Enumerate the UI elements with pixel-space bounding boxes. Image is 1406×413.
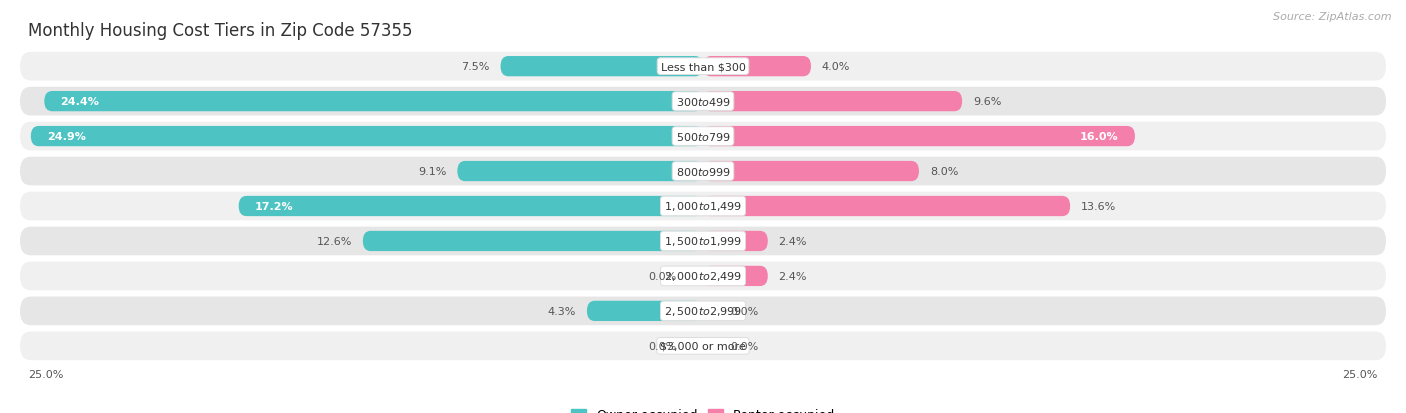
Text: 25.0%: 25.0%: [28, 369, 63, 379]
Text: 16.0%: 16.0%: [1080, 132, 1119, 142]
Text: $2,000 to $2,499: $2,000 to $2,499: [664, 270, 742, 283]
FancyBboxPatch shape: [20, 227, 1386, 256]
Text: $1,000 to $1,499: $1,000 to $1,499: [664, 200, 742, 213]
Text: 0.0%: 0.0%: [648, 271, 676, 281]
Legend: Owner-occupied, Renter-occupied: Owner-occupied, Renter-occupied: [567, 404, 839, 413]
FancyBboxPatch shape: [20, 262, 1386, 291]
Text: 4.3%: 4.3%: [548, 306, 576, 316]
FancyBboxPatch shape: [703, 231, 768, 252]
FancyBboxPatch shape: [363, 231, 703, 252]
FancyBboxPatch shape: [20, 122, 1386, 151]
Text: $500 to $799: $500 to $799: [675, 131, 731, 143]
Text: 25.0%: 25.0%: [1343, 369, 1378, 379]
Text: 13.6%: 13.6%: [1081, 202, 1116, 211]
FancyBboxPatch shape: [45, 92, 703, 112]
FancyBboxPatch shape: [703, 305, 717, 317]
Text: $2,500 to $2,999: $2,500 to $2,999: [664, 305, 742, 318]
FancyBboxPatch shape: [239, 197, 703, 216]
FancyBboxPatch shape: [703, 266, 768, 286]
FancyBboxPatch shape: [457, 161, 703, 182]
Text: 9.6%: 9.6%: [973, 97, 1001, 107]
FancyBboxPatch shape: [703, 92, 962, 112]
Text: Less than $300: Less than $300: [661, 62, 745, 72]
FancyBboxPatch shape: [31, 127, 703, 147]
FancyBboxPatch shape: [20, 157, 1386, 186]
Text: 24.4%: 24.4%: [60, 97, 100, 107]
FancyBboxPatch shape: [703, 340, 717, 352]
Text: 8.0%: 8.0%: [929, 166, 957, 177]
FancyBboxPatch shape: [703, 57, 811, 77]
FancyBboxPatch shape: [703, 161, 920, 182]
FancyBboxPatch shape: [703, 127, 1135, 147]
FancyBboxPatch shape: [586, 301, 703, 321]
Text: 0.0%: 0.0%: [648, 341, 676, 351]
Text: 4.0%: 4.0%: [821, 62, 851, 72]
Text: 9.1%: 9.1%: [418, 166, 447, 177]
Text: $3,000 or more: $3,000 or more: [661, 341, 745, 351]
FancyBboxPatch shape: [20, 332, 1386, 360]
Text: 12.6%: 12.6%: [316, 236, 352, 247]
Text: 2.4%: 2.4%: [779, 271, 807, 281]
Text: $1,500 to $1,999: $1,500 to $1,999: [664, 235, 742, 248]
Text: 0.0%: 0.0%: [730, 341, 758, 351]
Text: 7.5%: 7.5%: [461, 62, 489, 72]
FancyBboxPatch shape: [20, 53, 1386, 81]
FancyBboxPatch shape: [20, 192, 1386, 221]
Text: 24.9%: 24.9%: [46, 132, 86, 142]
Text: $800 to $999: $800 to $999: [675, 166, 731, 178]
FancyBboxPatch shape: [20, 297, 1386, 325]
FancyBboxPatch shape: [501, 57, 703, 77]
Text: Monthly Housing Cost Tiers in Zip Code 57355: Monthly Housing Cost Tiers in Zip Code 5…: [28, 22, 412, 40]
FancyBboxPatch shape: [20, 88, 1386, 116]
FancyBboxPatch shape: [689, 340, 703, 352]
Text: 17.2%: 17.2%: [254, 202, 294, 211]
Text: Source: ZipAtlas.com: Source: ZipAtlas.com: [1274, 12, 1392, 22]
FancyBboxPatch shape: [703, 197, 1070, 216]
FancyBboxPatch shape: [689, 270, 703, 282]
Text: 2.4%: 2.4%: [779, 236, 807, 247]
Text: 0.0%: 0.0%: [730, 306, 758, 316]
Text: $300 to $499: $300 to $499: [675, 96, 731, 108]
